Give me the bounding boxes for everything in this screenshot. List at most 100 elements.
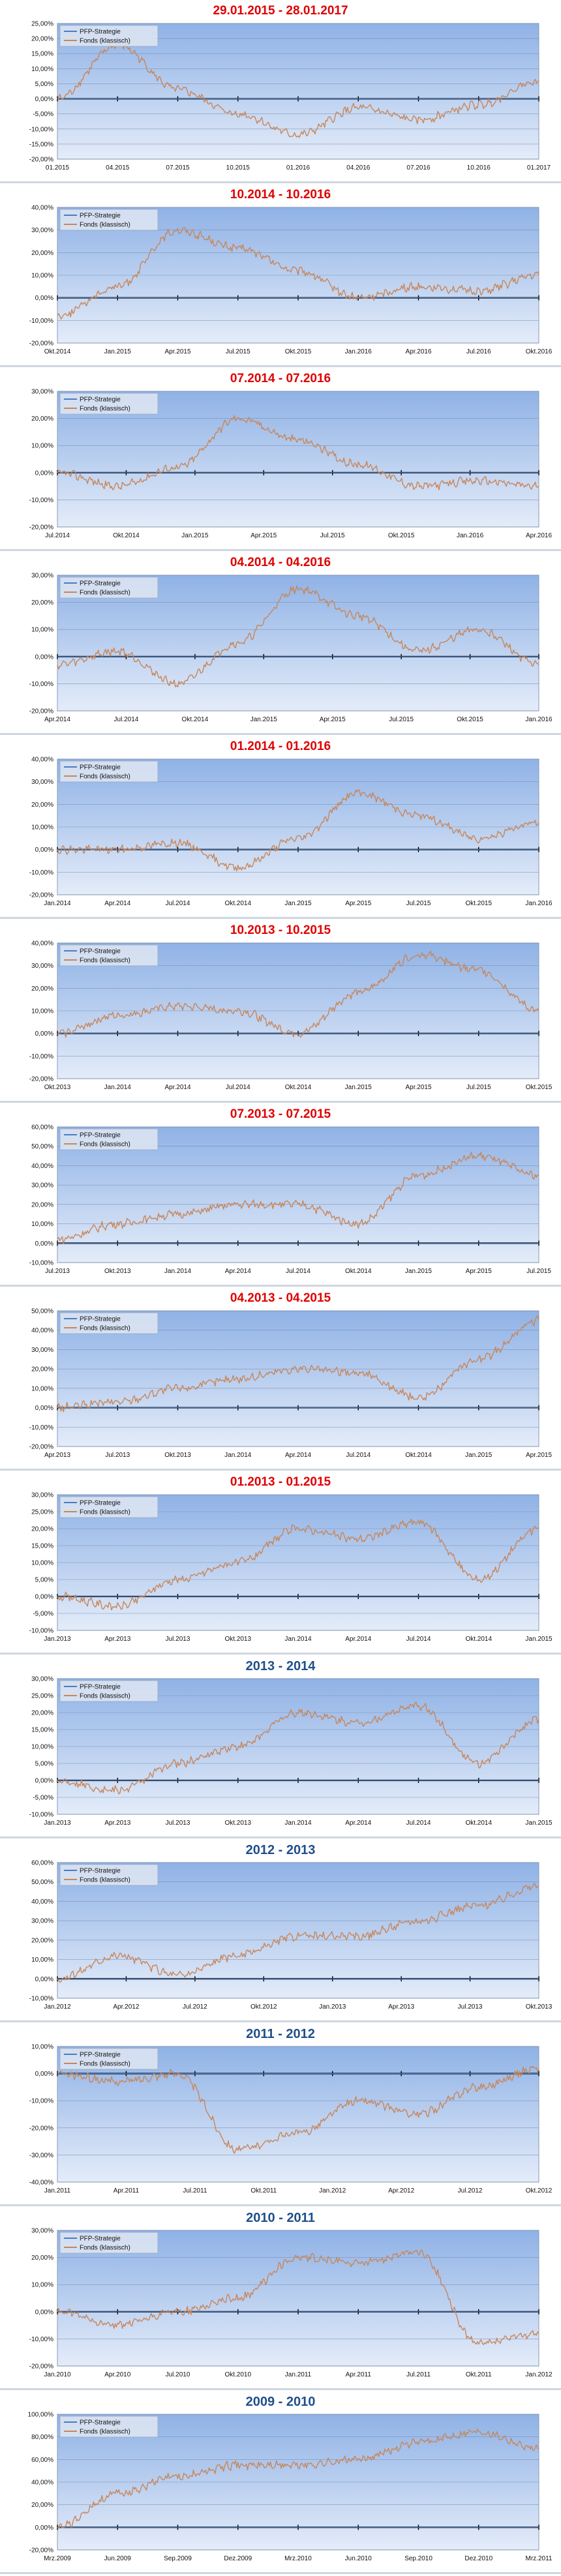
x-tick-label: Okt.2014: [224, 900, 251, 907]
panel-separator: [0, 733, 561, 735]
chart-panel: 07.2014 - 07.2016 30,00% 20,00% 10,00% 0,00%…: [0, 368, 561, 552]
y-tick-label: 0,00%: [35, 2309, 53, 2316]
legend-label-pfp: PFP-Strategie: [80, 2236, 121, 2243]
y-tick-label: 0,00%: [35, 1976, 53, 1983]
legend-label-pfp: PFP-Strategie: [80, 764, 121, 771]
chart-title: 2013 - 2014: [245, 1659, 316, 1673]
panel-separator: [0, 1836, 561, 1838]
legend: PFP-Strategie Fonds (klassisch): [59, 1312, 159, 1334]
x-tick-label: Jul.2010: [166, 2371, 190, 2378]
legend-label-pfp: PFP-Strategie: [80, 397, 121, 404]
x-tick-label: Okt.2014: [405, 1452, 432, 1459]
chart-title: 2011 - 2012: [246, 2027, 315, 2041]
x-tick-label: Jan.2010: [44, 2371, 71, 2378]
y-tick-label: 30,00%: [31, 1918, 53, 1925]
y-tick-label: 10,00%: [31, 1385, 53, 1392]
legend-box: [59, 2048, 159, 2070]
y-tick-label: 0,00%: [35, 1594, 53, 1601]
x-tick-label: Jul.2015: [466, 1084, 491, 1091]
chart-title: 04.2013 - 04.2015: [230, 1291, 331, 1305]
legend-label-fonds: Fonds (klassisch): [80, 1325, 130, 1332]
chart-title: 04.2014 - 04.2016: [230, 556, 331, 569]
y-tick-label: 60,00%: [31, 1124, 53, 1131]
x-tick-label: Jul.2013: [458, 2003, 483, 2011]
panel-separator: [0, 365, 561, 367]
y-tick-label: -20,00%: [29, 524, 53, 532]
chart-title: 01.2013 - 01.2015: [230, 1475, 331, 1489]
x-tick-label: Apr.2013: [44, 1452, 70, 1459]
x-tick-label: Apr.2012: [113, 2003, 139, 2011]
chart-title: 2010 - 2011: [246, 2211, 315, 2225]
legend-label-fonds: Fonds (klassisch): [80, 2245, 130, 2252]
legend: PFP-Strategie Fonds (klassisch): [59, 25, 159, 47]
y-tick-label: -10,00%: [29, 869, 53, 876]
y-tick-label: -10,00%: [29, 318, 53, 325]
legend-box: [59, 393, 159, 415]
chart-title: 07.2013 - 07.2015: [230, 1107, 331, 1121]
x-tick-label: Apr.2010: [104, 2371, 130, 2378]
legend: PFP-Strategie Fonds (klassisch): [59, 209, 159, 231]
x-tick-label: Jan.2015: [525, 1820, 553, 1827]
line-chart: 40,00% 30,00% 20,00% 10,00% 0,00% -10,00% -20,…: [29, 756, 553, 908]
y-tick-label: 0,00%: [35, 1778, 53, 1785]
x-tick-label: Okt.2014: [465, 1636, 492, 1643]
x-tick-label: Jun.2010: [345, 2555, 372, 2562]
x-tick-label: Jan.2012: [44, 2003, 71, 2011]
x-tick-label: Okt.2012: [526, 2187, 553, 2194]
x-tick-label: Okt.2014: [44, 348, 71, 355]
panel-separator: [0, 1285, 561, 1287]
x-tick-label: Jan.2015: [284, 900, 312, 907]
x-tick-label: Okt.2013: [526, 2003, 553, 2011]
x-tick-label: Jul.2014: [406, 1636, 431, 1643]
y-tick-label: 30,00%: [31, 573, 53, 580]
x-tick-label: Jan.2016: [525, 900, 553, 907]
y-tick-label: 60,00%: [31, 1860, 53, 1867]
x-tick-label: Jul.2013: [166, 1636, 190, 1643]
line-chart: 60,00% 50,00% 40,00% 30,00% 20,00% 10,00% 0,00…: [29, 1860, 553, 2011]
legend: PFP-Strategie Fonds (klassisch): [59, 2048, 159, 2070]
x-tick-label: Mrz.2009: [44, 2555, 71, 2562]
legend-label-pfp: PFP-Strategie: [80, 1868, 121, 1875]
chart-panel: 07.2013 - 07.2015 60,00% 50,00% 40,00% 30,00…: [0, 1103, 561, 1287]
legend: PFP-Strategie Fonds (klassisch): [59, 393, 159, 415]
chart-title: 2009 - 2010: [245, 2395, 316, 2409]
y-tick-label: -10,00%: [29, 1628, 53, 1635]
legend-box: [59, 209, 159, 231]
line-chart: 30,00%20,00%10,00%0,00%-10,00%-20,00%Jan…: [29, 2228, 553, 2379]
chart-panel: 01.2013 - 01.2015 30,00% 25,00% 20,00% 15,00…: [0, 1471, 561, 1655]
y-tick-label: 30,00%: [31, 389, 53, 396]
y-tick-label: -30,00%: [29, 2152, 53, 2159]
series-line-fonds: [57, 415, 539, 490]
legend-label-fonds: Fonds (klassisch): [80, 1141, 130, 1148]
chart-panel: 29.01.2015 - 28.01.2017 25,00% 20,00% 15,00…: [0, 0, 561, 184]
y-tick-label: 10,00%: [31, 443, 53, 450]
legend-label-pfp: PFP-Strategie: [80, 2052, 121, 2059]
x-tick-label: Apr.2015: [466, 1268, 492, 1275]
x-tick-label: Okt.2015: [388, 532, 415, 539]
legend: PFP-Strategie Fonds (klassisch): [59, 1864, 159, 1886]
x-tick-label: Jan.2012: [525, 2371, 553, 2378]
line-chart: 50,00% 40,00% 30,00% 20,00% 10,00% 0,00% -10,0…: [29, 1308, 553, 1460]
chart-title: 07.2014 - 07.2016: [230, 372, 331, 385]
legend: PFP-Strategie Fonds (klassisch): [59, 760, 159, 783]
x-tick-label: 04.2015: [106, 164, 130, 172]
y-tick-label: -10,00%: [29, 1260, 53, 1267]
legend-label-fonds: Fonds (klassisch): [80, 406, 130, 413]
x-tick-label: Apr.2015: [164, 348, 190, 355]
x-tick-label: 01.2015: [46, 164, 70, 172]
legend-label-pfp: PFP-Strategie: [80, 213, 121, 220]
series-line-fonds: [57, 1701, 539, 1795]
chart-panel: 10.2013 - 10.2015 40,00% 30,00% 20,00% 10,00…: [0, 920, 561, 1103]
x-tick-label: Dez.2009: [224, 2555, 252, 2562]
x-tick-label: Sep.2009: [164, 2555, 192, 2562]
y-tick-label: 10,00%: [31, 273, 53, 280]
x-tick-label: Okt.2014: [182, 716, 209, 723]
x-tick-label: Okt.2015: [457, 716, 483, 723]
y-tick-label: 40,00%: [31, 205, 53, 212]
legend-label-pfp: PFP-Strategie: [80, 580, 121, 588]
x-tick-label: Apr.2012: [388, 2187, 414, 2194]
series-line-fonds: [57, 2249, 539, 2345]
legend-box: [59, 944, 159, 966]
x-tick-label: 01.2017: [527, 164, 551, 172]
